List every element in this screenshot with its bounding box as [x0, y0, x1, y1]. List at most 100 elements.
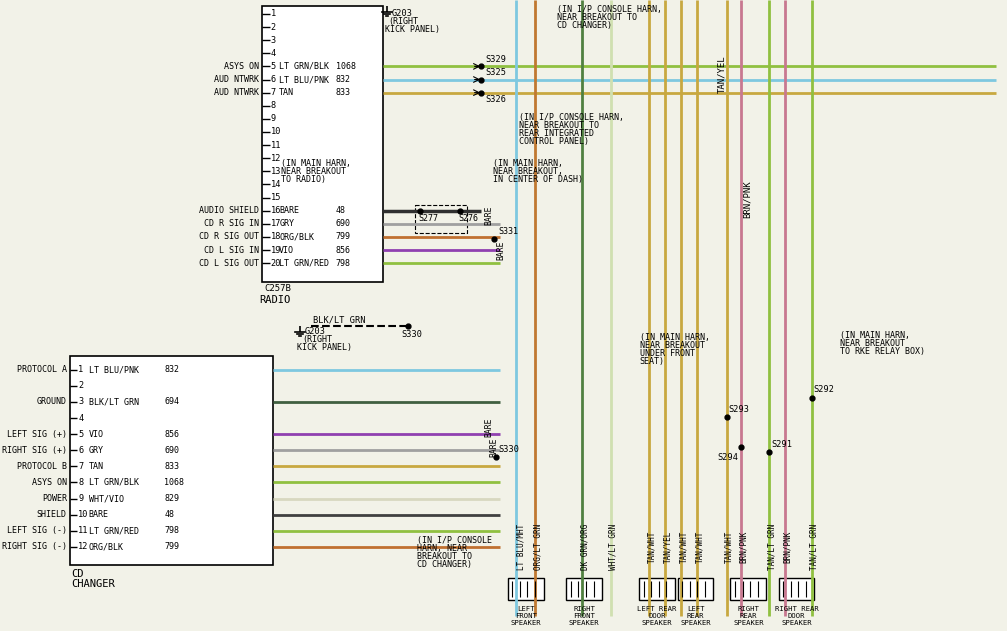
- Text: S277: S277: [418, 214, 438, 223]
- Bar: [69, 356, 273, 565]
- Text: LT BLU/PNK: LT BLU/PNK: [89, 365, 139, 374]
- Text: BARE: BARE: [279, 206, 299, 215]
- Text: (RIGHT: (RIGHT: [302, 336, 332, 345]
- Text: GRY: GRY: [89, 445, 104, 455]
- Text: NEAR BREAKOUT TO: NEAR BREAKOUT TO: [557, 13, 636, 22]
- Text: TO RKE RELAY BOX): TO RKE RELAY BOX): [840, 347, 924, 357]
- Text: BRN/PNK: BRN/PNK: [739, 531, 748, 563]
- Text: BARE: BARE: [89, 510, 109, 519]
- Text: TAN/WHT: TAN/WHT: [696, 531, 705, 563]
- Text: 799: 799: [164, 543, 179, 551]
- Text: (IN MAIN HARN,: (IN MAIN HARN,: [281, 160, 351, 168]
- Text: CD L SIG IN: CD L SIG IN: [204, 245, 260, 254]
- Text: CONTROL PANEL): CONTROL PANEL): [519, 137, 589, 146]
- Text: 829: 829: [164, 494, 179, 503]
- Text: S330: S330: [401, 331, 422, 339]
- Text: 14: 14: [271, 180, 281, 189]
- Text: TAN/WHT: TAN/WHT: [725, 531, 734, 563]
- Text: LEFT SIG (-): LEFT SIG (-): [7, 526, 66, 535]
- Text: VIO: VIO: [89, 430, 104, 439]
- Text: LEFT REAR
DOOR
SPEAKER: LEFT REAR DOOR SPEAKER: [637, 606, 677, 627]
- Text: 832: 832: [336, 75, 350, 84]
- Text: 7: 7: [79, 462, 84, 471]
- Bar: [415, 204, 467, 233]
- Bar: [638, 579, 675, 600]
- Text: ORG/BLK: ORG/BLK: [89, 543, 124, 551]
- Text: 833: 833: [164, 462, 179, 471]
- Text: 1: 1: [271, 9, 276, 18]
- Text: BARE: BARE: [484, 418, 493, 437]
- Bar: [730, 579, 766, 600]
- Text: 5: 5: [271, 62, 276, 71]
- Text: 9: 9: [271, 114, 276, 124]
- Text: 10: 10: [79, 510, 89, 519]
- Text: 13: 13: [271, 167, 281, 176]
- Text: S293: S293: [728, 405, 749, 414]
- Text: RIGHT SIG (+): RIGHT SIG (+): [2, 445, 66, 455]
- Text: C257B: C257B: [264, 284, 291, 293]
- Text: TO RADIO): TO RADIO): [281, 175, 326, 184]
- Text: (IN I/P CONSOLE HARN,: (IN I/P CONSOLE HARN,: [519, 113, 624, 122]
- Text: ORG/LT GRN: ORG/LT GRN: [533, 524, 542, 570]
- Text: BLK/LT GRN: BLK/LT GRN: [313, 316, 366, 324]
- Text: TAN/YEL: TAN/YEL: [664, 531, 673, 563]
- Text: 16: 16: [271, 206, 281, 215]
- Text: LT GRN/BLK: LT GRN/BLK: [279, 62, 329, 71]
- Text: 799: 799: [336, 232, 350, 242]
- Text: BRN/PNK: BRN/PNK: [783, 531, 793, 563]
- Text: 798: 798: [336, 259, 350, 268]
- Text: RIGHT SIG (-): RIGHT SIG (-): [2, 543, 66, 551]
- Text: CD L SIG OUT: CD L SIG OUT: [199, 259, 260, 268]
- Text: HARN, NEAR: HARN, NEAR: [417, 544, 467, 553]
- Text: G203: G203: [305, 327, 325, 336]
- Text: 11: 11: [79, 526, 89, 535]
- Text: REAR INTEGRATED: REAR INTEGRATED: [519, 129, 594, 138]
- Bar: [566, 579, 602, 600]
- Text: 17: 17: [271, 220, 281, 228]
- Text: S325: S325: [485, 68, 506, 77]
- Text: ORG/BLK: ORG/BLK: [279, 232, 314, 242]
- Text: VIO: VIO: [279, 245, 294, 254]
- Text: (IN I/P CONSOLE HARN,: (IN I/P CONSOLE HARN,: [557, 6, 662, 15]
- Text: KICK PANEL): KICK PANEL): [297, 343, 352, 352]
- Text: 4: 4: [271, 49, 276, 58]
- Text: 690: 690: [336, 220, 350, 228]
- Text: NEAR BREAKOUT: NEAR BREAKOUT: [639, 341, 705, 350]
- Text: RIGHT REAR
DOOR
SPEAKER: RIGHT REAR DOOR SPEAKER: [774, 606, 819, 627]
- Text: SHIELD: SHIELD: [37, 510, 66, 519]
- Text: LT BLU/PNK: LT BLU/PNK: [279, 75, 329, 84]
- Text: NEAR BREAKOUT,: NEAR BREAKOUT,: [492, 167, 563, 177]
- Text: (RIGHT: (RIGHT: [389, 18, 419, 27]
- Text: ASYS ON: ASYS ON: [225, 62, 260, 71]
- Text: S329: S329: [485, 55, 506, 64]
- Text: BLK/LT GRN: BLK/LT GRN: [89, 398, 139, 406]
- Text: S276: S276: [458, 214, 478, 223]
- Text: RIGHT
REAR
SPEAKER: RIGHT REAR SPEAKER: [733, 606, 763, 627]
- Text: 832: 832: [164, 365, 179, 374]
- Text: RADIO: RADIO: [260, 295, 291, 305]
- Text: AUDIO SHIELD: AUDIO SHIELD: [199, 206, 260, 215]
- Text: S294: S294: [717, 452, 738, 462]
- Text: 19: 19: [271, 245, 281, 254]
- Text: 20: 20: [271, 259, 281, 268]
- Text: AUD NTWRK: AUD NTWRK: [214, 75, 260, 84]
- Text: CD R SIG IN: CD R SIG IN: [204, 220, 260, 228]
- Text: CD: CD: [71, 570, 84, 579]
- Text: CHANGER: CHANGER: [71, 579, 116, 589]
- Text: 15: 15: [271, 193, 281, 202]
- Text: 690: 690: [164, 445, 179, 455]
- Text: NEAR BREAKOUT: NEAR BREAKOUT: [840, 339, 905, 348]
- Text: 5: 5: [79, 430, 84, 439]
- Text: NEAR BREAKOUT: NEAR BREAKOUT: [281, 167, 346, 177]
- Text: BREAKOUT TO: BREAKOUT TO: [417, 552, 472, 561]
- Text: 694: 694: [164, 398, 179, 406]
- Bar: [508, 579, 544, 600]
- Text: PROTOCOL A: PROTOCOL A: [17, 365, 66, 374]
- Text: (IN I/P CONSOLE: (IN I/P CONSOLE: [417, 536, 492, 545]
- Text: TAN/WHT: TAN/WHT: [680, 531, 689, 563]
- Text: POWER: POWER: [42, 494, 66, 503]
- Text: PROTOCOL B: PROTOCOL B: [17, 462, 66, 471]
- Text: 10: 10: [271, 127, 281, 136]
- Text: 2: 2: [79, 381, 84, 391]
- Text: TAN: TAN: [89, 462, 104, 471]
